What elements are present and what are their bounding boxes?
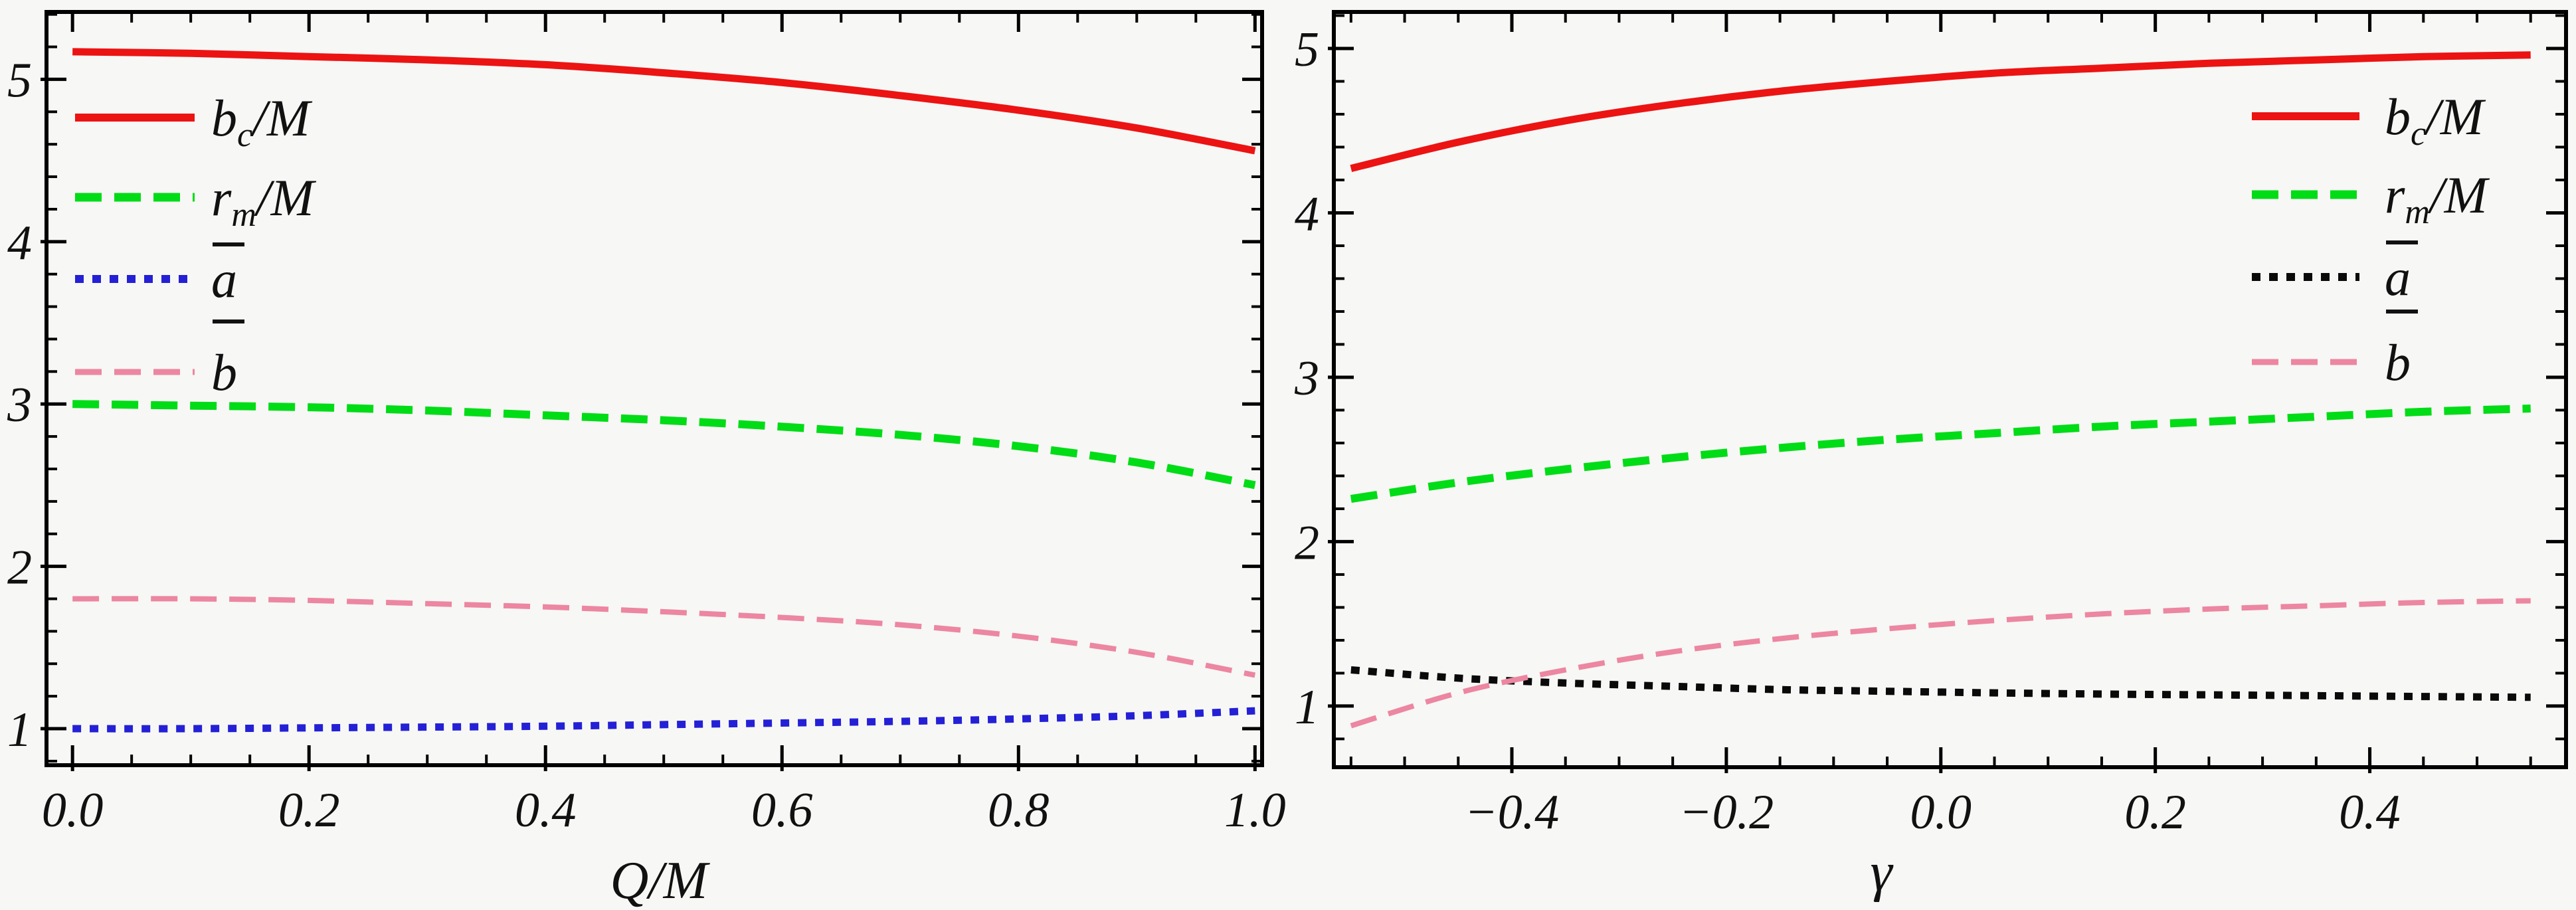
right-plot-y-tick-label-2: 2 (1295, 515, 1319, 570)
right-plot-curve-a_bar (1350, 666, 2531, 701)
left-plot-y-tick-label-4: 4 (7, 216, 32, 270)
right-plot-y-tick-label-5: 5 (1295, 23, 1319, 77)
right-plot-x-tick-label-0.2: 0.2 (2124, 785, 2186, 840)
left-plot-y-tick-label-1: 1 (7, 703, 32, 757)
right-plot-frame (1332, 10, 2568, 769)
left-plot-y-tick-label-3: 3 (7, 378, 32, 432)
legend-label-bc_over_M: bc/M (2385, 88, 2486, 153)
left-plot-x-tick-label-0.2: 0.2 (278, 783, 340, 838)
right-plot-x-tick-label-0.4: 0.4 (2339, 785, 2401, 840)
left-plot-x-tick-label-1.0: 1.0 (1224, 783, 1286, 838)
legend-label-a_bar: a (2385, 248, 2411, 306)
left-plot-y-tick-label-2: 2 (7, 541, 32, 595)
left-plot-curve-bc_over_M (72, 48, 1256, 155)
right-plot-x-tick-label-0.0: 0.0 (1910, 785, 1972, 840)
right-plot-y-tick-label-3: 3 (1294, 351, 1319, 406)
left-plot-curve-rm_over_M (72, 400, 1256, 490)
right-plot-curve-rm_over_M (1350, 405, 2531, 503)
legend-label-b_bar: b (2385, 333, 2411, 391)
legend-label-rm_over_M: rm/M (2385, 166, 2490, 231)
legend-label-b_bar: b (211, 343, 237, 401)
right-plot-curve-b_bar (1350, 598, 2531, 729)
left-x-axis-label: Q/M (610, 852, 711, 910)
right-x-axis-label: γ (1870, 841, 1893, 903)
left-plot-x-tick-label-0.4: 0.4 (515, 783, 577, 838)
left-plot-curve-b_bar (72, 596, 1256, 678)
right-plot-y-tick-label-4: 4 (1295, 187, 1319, 241)
legend-label-rm_over_M: rm/M (211, 169, 317, 234)
left-plot-x-tick-label-0.0: 0.0 (42, 783, 104, 838)
left-plot: 0.0 0.2 0.4 0.6 0.8 1.0 1 2 3 4 5 bc/M rm/M ab (7, 10, 1286, 838)
left-plot-x-tick-label-0.8: 0.8 (988, 783, 1050, 838)
right-plot-x-tick-label-−0.2: −0.2 (1679, 785, 1774, 840)
right-plot-curve-bc_over_M (1350, 51, 2531, 172)
legend-label-bc_over_M: bc/M (211, 89, 313, 154)
right-plot-x-tick-label-−0.4: −0.4 (1465, 785, 1559, 840)
left-plot-frame (45, 10, 1264, 767)
left-plot-y-tick-label-5: 5 (7, 53, 32, 108)
left-plot-x-tick-label-0.6: 0.6 (751, 783, 813, 838)
right-plot-y-tick-label-1: 1 (1295, 680, 1319, 735)
left-plot-curve-a_bar (72, 707, 1255, 733)
right-plot: −0.4 −0.2 0.0 0.2 0.4 1 2 3 4 5 bc/M rm/M ab (1294, 10, 2568, 840)
legend-label-a_bar: a (211, 250, 237, 308)
